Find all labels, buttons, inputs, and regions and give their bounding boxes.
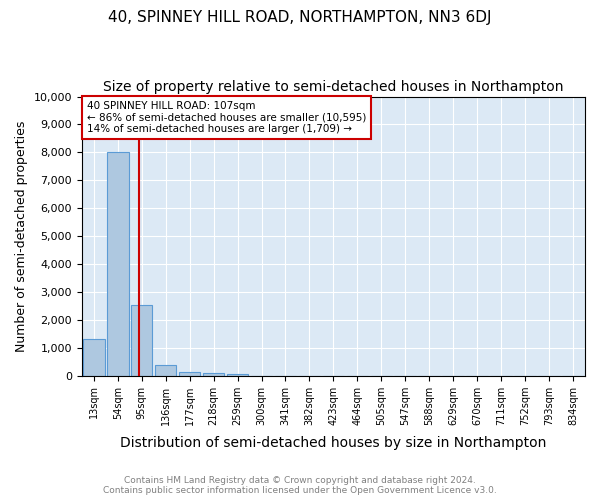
Text: 40, SPINNEY HILL ROAD, NORTHAMPTON, NN3 6DJ: 40, SPINNEY HILL ROAD, NORTHAMPTON, NN3 …: [108, 10, 492, 25]
Title: Size of property relative to semi-detached houses in Northampton: Size of property relative to semi-detach…: [103, 80, 563, 94]
Bar: [179, 372, 200, 376]
X-axis label: Distribution of semi-detached houses by size in Northampton: Distribution of semi-detached houses by …: [120, 436, 547, 450]
Y-axis label: Number of semi-detached properties: Number of semi-detached properties: [15, 120, 28, 352]
Bar: [155, 365, 176, 376]
Bar: [227, 374, 248, 376]
Text: Contains HM Land Registry data © Crown copyright and database right 2024.
Contai: Contains HM Land Registry data © Crown c…: [103, 476, 497, 495]
Bar: [203, 373, 224, 376]
Bar: [107, 152, 128, 376]
Bar: [131, 306, 152, 376]
Text: 40 SPINNEY HILL ROAD: 107sqm
← 86% of semi-detached houses are smaller (10,595)
: 40 SPINNEY HILL ROAD: 107sqm ← 86% of se…: [87, 100, 366, 134]
Bar: [83, 339, 104, 376]
